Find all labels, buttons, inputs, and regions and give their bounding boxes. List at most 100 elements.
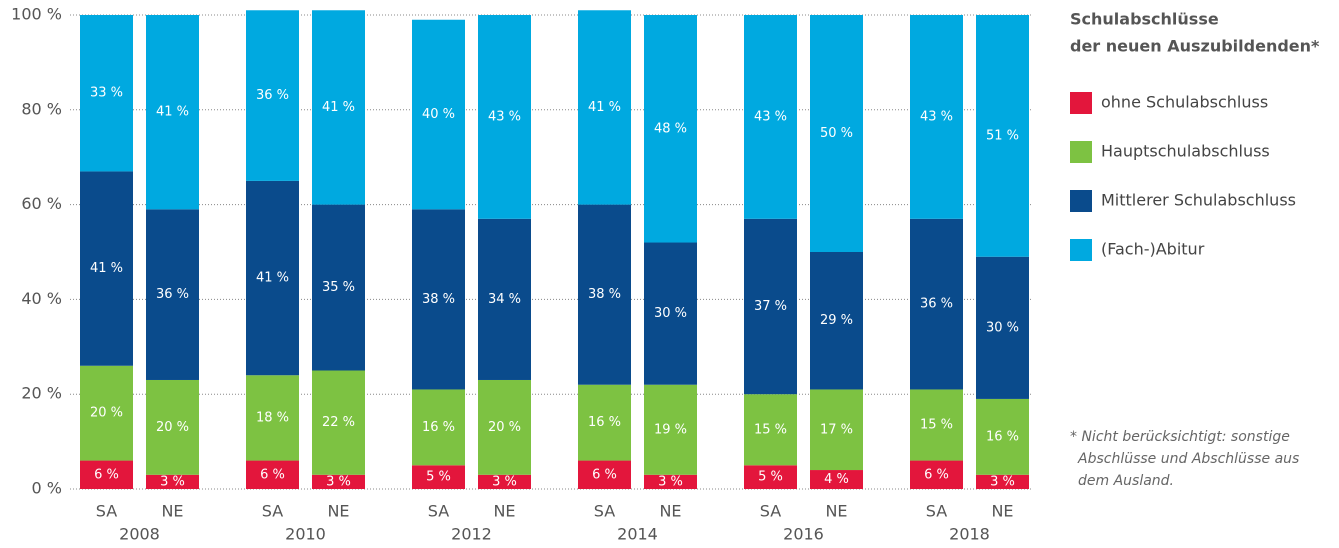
- value-label: 41 %: [322, 100, 355, 115]
- bar-segment: [478, 218, 531, 380]
- legend-title: Schulabschlüsse: [1070, 10, 1219, 29]
- value-label: 43 %: [920, 109, 953, 124]
- value-label: 36 %: [256, 88, 289, 103]
- value-label: 48 %: [654, 121, 687, 136]
- bar-segment: [312, 10, 365, 205]
- group-label: 2018: [949, 525, 990, 544]
- value-label: 43 %: [754, 109, 787, 124]
- bar-segment: [80, 460, 133, 489]
- value-label: 20 %: [488, 420, 521, 435]
- legend-label: Mittlerer Schulabschluss: [1101, 191, 1296, 210]
- bar-segment: [412, 19, 465, 210]
- bar-segment: [976, 15, 1029, 257]
- group-label: 2008: [119, 525, 160, 544]
- bar-segment: [312, 474, 365, 489]
- value-label: 16 %: [588, 415, 621, 430]
- bar-segment: [478, 15, 531, 219]
- value-label: 40 %: [422, 107, 455, 122]
- value-label: 29 %: [820, 313, 853, 328]
- bar-segment: [312, 370, 365, 475]
- bar-segment: [578, 384, 631, 461]
- bar-segment: [246, 375, 299, 461]
- bar-segment: [246, 10, 299, 181]
- bar-segment: [810, 389, 863, 471]
- value-label: 30 %: [654, 306, 687, 321]
- value-label: 36 %: [920, 297, 953, 312]
- value-label: 20 %: [156, 420, 189, 435]
- value-label: 6 %: [592, 467, 617, 482]
- x-tick-label: NE: [493, 502, 515, 521]
- value-label: 16 %: [422, 420, 455, 435]
- bar-segment: [644, 15, 697, 243]
- y-tick-label: 20 %: [21, 384, 62, 403]
- value-label: 17 %: [820, 422, 853, 437]
- legend-swatch: [1070, 190, 1092, 212]
- value-label: 6 %: [94, 467, 119, 482]
- legend-swatch: [1070, 92, 1092, 114]
- x-tick-label: SA: [926, 502, 947, 521]
- value-label: 34 %: [488, 292, 521, 307]
- x-tick-label: NE: [327, 502, 349, 521]
- value-label: 41 %: [90, 261, 123, 276]
- bar-segment: [810, 470, 863, 489]
- value-label: 15 %: [920, 418, 953, 433]
- value-label: 41 %: [156, 105, 189, 120]
- x-tick-label: SA: [428, 502, 449, 521]
- legend-title: der neuen Auszubildenden*: [1070, 37, 1320, 56]
- value-label: 3 %: [160, 474, 185, 489]
- bar-segment: [412, 209, 465, 390]
- bar-segment: [976, 398, 1029, 475]
- bar-segment: [578, 204, 631, 385]
- value-label: 20 %: [90, 406, 123, 421]
- group-label: 2010: [285, 525, 326, 544]
- bar-segment: [644, 474, 697, 489]
- value-label: 38 %: [422, 292, 455, 307]
- y-tick-label: 0 %: [32, 479, 62, 498]
- bar-segment: [80, 15, 133, 172]
- bar-segment: [146, 474, 199, 489]
- footnote: dem Ausland.: [1078, 473, 1174, 489]
- bar-segment: [910, 218, 963, 390]
- value-label: 35 %: [322, 280, 355, 295]
- bar-segment: [246, 460, 299, 489]
- value-label: 22 %: [322, 415, 355, 430]
- value-label: 6 %: [260, 467, 285, 482]
- bar-segment: [578, 460, 631, 489]
- value-label: 51 %: [986, 128, 1019, 143]
- bar-segment: [146, 15, 199, 210]
- y-tick-label: 60 %: [21, 194, 62, 213]
- y-tick-label: 100 %: [11, 5, 62, 24]
- y-tick-label: 40 %: [21, 289, 62, 308]
- value-label: 3 %: [326, 474, 351, 489]
- bar-segment: [744, 394, 797, 466]
- value-label: 33 %: [90, 86, 123, 101]
- y-tick-label: 80 %: [21, 99, 62, 118]
- value-label: 50 %: [820, 126, 853, 141]
- value-label: 16 %: [986, 429, 1019, 444]
- group-label: 2016: [783, 525, 824, 544]
- bar-segment: [412, 389, 465, 466]
- bar-segment: [644, 384, 697, 475]
- bar-segment: [478, 474, 531, 489]
- value-label: 3 %: [658, 474, 683, 489]
- bar-segment: [578, 10, 631, 205]
- bar-segment: [910, 460, 963, 489]
- value-label: 43 %: [488, 109, 521, 124]
- footnote: * Nicht berücksichtigt: sonstige: [1070, 429, 1290, 445]
- bar-segment: [644, 242, 697, 385]
- bar-segment: [976, 256, 1029, 399]
- bar-segment: [744, 15, 797, 219]
- value-label: 36 %: [156, 287, 189, 302]
- legend-label: ohne Schulabschluss: [1101, 93, 1268, 112]
- value-label: 5 %: [758, 470, 783, 485]
- legend-label: (Fach-)Abitur: [1101, 240, 1205, 259]
- x-tick-label: SA: [760, 502, 781, 521]
- bar-segment: [744, 218, 797, 395]
- x-tick-label: NE: [161, 502, 183, 521]
- value-label: 41 %: [588, 100, 621, 115]
- x-tick-label: NE: [991, 502, 1013, 521]
- value-label: 15 %: [754, 422, 787, 437]
- bar-segment: [412, 465, 465, 489]
- bar-segment: [146, 209, 199, 380]
